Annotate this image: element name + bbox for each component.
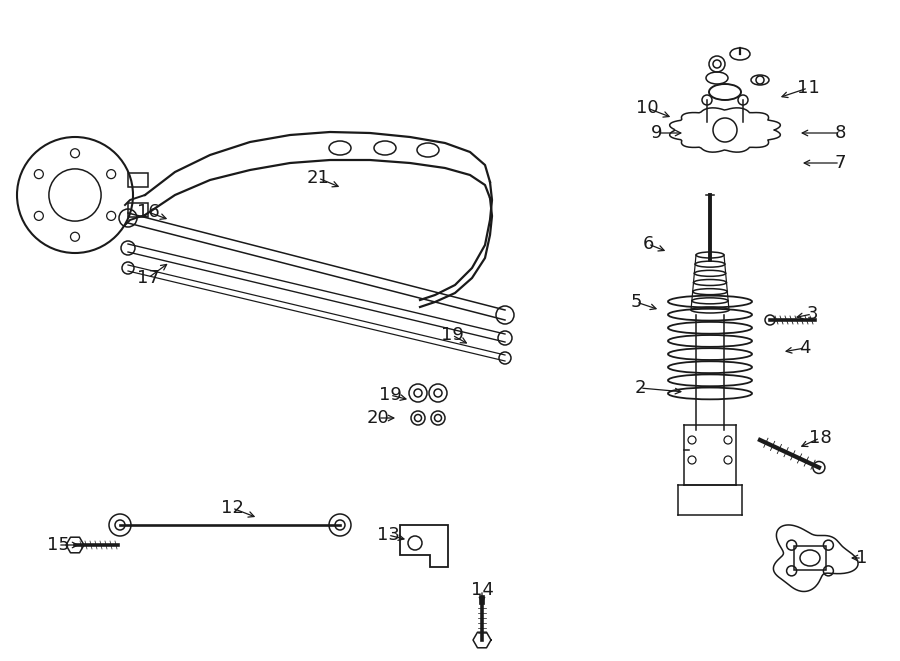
Text: 7: 7 bbox=[834, 154, 846, 172]
Text: 12: 12 bbox=[220, 499, 243, 517]
Text: 19: 19 bbox=[379, 386, 401, 404]
Text: 14: 14 bbox=[471, 581, 493, 599]
Text: 5: 5 bbox=[630, 293, 642, 311]
Text: 13: 13 bbox=[376, 526, 400, 544]
Text: 10: 10 bbox=[635, 99, 658, 117]
Text: 3: 3 bbox=[806, 305, 818, 323]
Text: 2: 2 bbox=[634, 379, 646, 397]
Text: 9: 9 bbox=[652, 124, 662, 142]
Text: 18: 18 bbox=[808, 429, 832, 447]
Text: 15: 15 bbox=[47, 536, 69, 554]
Text: 17: 17 bbox=[137, 269, 159, 287]
Text: 16: 16 bbox=[137, 203, 159, 221]
Text: 19: 19 bbox=[441, 326, 464, 344]
Text: 20: 20 bbox=[366, 409, 390, 427]
Text: 6: 6 bbox=[643, 235, 653, 253]
Text: 8: 8 bbox=[834, 124, 846, 142]
Text: 1: 1 bbox=[856, 549, 868, 567]
Text: 21: 21 bbox=[307, 169, 329, 187]
Text: 4: 4 bbox=[799, 339, 811, 357]
Text: 11: 11 bbox=[796, 79, 819, 97]
